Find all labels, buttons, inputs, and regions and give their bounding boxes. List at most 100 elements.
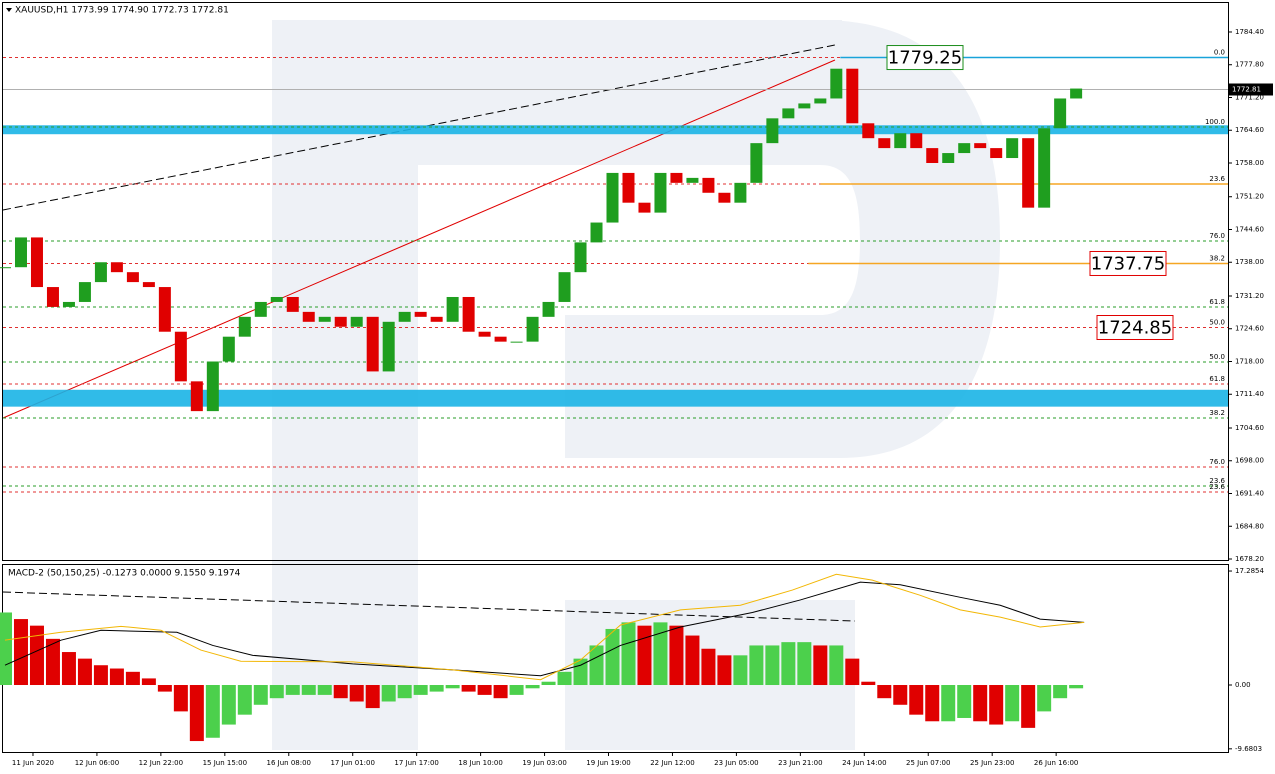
last-price-box xyxy=(1229,83,1273,96)
x-tick-label: 25 Jun 07:00 xyxy=(906,759,950,767)
candle xyxy=(638,202,651,213)
histogram-bar xyxy=(317,685,332,695)
histogram-bar xyxy=(589,645,604,686)
histogram-bar xyxy=(1069,685,1084,689)
candle xyxy=(1038,128,1051,208)
x-tick-label: 19 Jun 19:00 xyxy=(586,759,630,767)
candle xyxy=(14,237,27,268)
candle xyxy=(766,118,779,144)
candle xyxy=(846,68,859,124)
candle xyxy=(558,272,571,302)
histogram-bar xyxy=(285,685,300,695)
histogram-bar xyxy=(701,648,716,686)
histogram-bar xyxy=(0,612,12,686)
candle xyxy=(942,153,955,163)
histogram-bar xyxy=(669,625,684,686)
price-box xyxy=(1089,250,1167,276)
histogram-bar xyxy=(205,685,220,738)
histogram-bar xyxy=(381,685,396,702)
candle xyxy=(494,336,507,342)
y-tick-label: 1724.60 xyxy=(1235,325,1264,333)
x-tick-label: 17 Jun 17:00 xyxy=(394,759,438,767)
histogram-bar xyxy=(557,671,572,686)
candle xyxy=(782,108,795,119)
candle xyxy=(590,222,603,243)
candle xyxy=(334,316,347,327)
candle xyxy=(0,267,11,269)
candle xyxy=(686,177,699,183)
fib-label: 0.0 xyxy=(1214,49,1225,57)
histogram-bar xyxy=(413,685,428,695)
histogram-bar xyxy=(173,685,188,712)
x-tick-label: 23 Jun 21:00 xyxy=(778,759,822,767)
y-tick-label: 1738.00 xyxy=(1235,258,1264,266)
fib-label: 23.6 xyxy=(1209,175,1225,183)
chart-title: XAUUSD,H1 1773.99 1774.90 1772.73 1772.8… xyxy=(15,6,229,16)
candle xyxy=(254,301,267,317)
histogram-bar xyxy=(797,642,812,686)
candle xyxy=(1006,138,1019,159)
candle xyxy=(702,177,715,193)
candle xyxy=(542,301,555,317)
candle xyxy=(158,287,171,332)
y-tick-label: 1777.80 xyxy=(1235,61,1264,69)
y-tick-label: 1678.20 xyxy=(1235,555,1264,563)
y-tick-label: 1711.40 xyxy=(1235,390,1264,398)
price-box xyxy=(886,45,964,71)
histogram-bar xyxy=(813,645,828,686)
y-tick-label: 17.2854 xyxy=(1235,567,1264,575)
macd-title: MACD-2 (50,150,25) -0.1273 0.0000 9.1550… xyxy=(8,569,241,579)
candle xyxy=(574,242,587,273)
candle xyxy=(926,148,939,163)
candle xyxy=(286,296,299,312)
candle xyxy=(510,341,523,343)
histogram-bar xyxy=(541,681,556,686)
fib-label: 38.2 xyxy=(1209,254,1225,262)
y-tick-label: 1784.40 xyxy=(1235,28,1264,36)
histogram-bar xyxy=(637,625,652,686)
histogram-bar xyxy=(269,685,284,699)
candle xyxy=(398,311,411,322)
histogram-bar xyxy=(61,652,76,686)
candle xyxy=(526,316,539,342)
zone xyxy=(3,125,1228,135)
candle xyxy=(446,296,459,322)
candle xyxy=(94,262,107,283)
histogram-bar xyxy=(829,645,844,686)
y-tick-label: 1771.20 xyxy=(1235,93,1264,101)
price-box-label: 1724.85 xyxy=(1098,318,1172,339)
histogram-bar xyxy=(957,685,972,718)
histogram-bar xyxy=(573,658,588,686)
price-box xyxy=(1096,315,1174,341)
histogram-bar xyxy=(13,619,28,686)
histogram-bar xyxy=(237,685,252,715)
histogram-bar xyxy=(941,685,956,722)
y-tick-label: 1684.80 xyxy=(1235,522,1264,530)
candle xyxy=(974,143,987,149)
main-frame xyxy=(2,2,1229,561)
candle xyxy=(1054,98,1067,129)
histogram-bar xyxy=(349,685,364,702)
candle xyxy=(142,282,155,288)
candle xyxy=(670,172,683,183)
y-tick-label: 1751.20 xyxy=(1235,193,1264,201)
histogram-bar xyxy=(141,678,156,686)
y-tick-label: 1764.60 xyxy=(1235,126,1264,134)
candle xyxy=(1070,88,1083,99)
x-tick-label: 15 Jun 15:00 xyxy=(203,759,247,767)
histogram-bar xyxy=(125,671,140,686)
candle xyxy=(414,311,427,317)
y-tick-label: 1744.60 xyxy=(1235,225,1264,233)
fib-label: 23.6 xyxy=(1209,477,1225,485)
menu-arrow xyxy=(6,8,12,12)
candle xyxy=(878,138,891,149)
x-tick-label: 12 Jun 06:00 xyxy=(75,759,119,767)
histogram-bar xyxy=(653,622,668,686)
candle xyxy=(238,316,251,337)
histogram-bar xyxy=(845,658,860,686)
candle xyxy=(302,311,315,322)
histogram-bar xyxy=(253,685,268,705)
histogram-bar xyxy=(93,665,108,686)
histogram-bar xyxy=(909,685,924,715)
